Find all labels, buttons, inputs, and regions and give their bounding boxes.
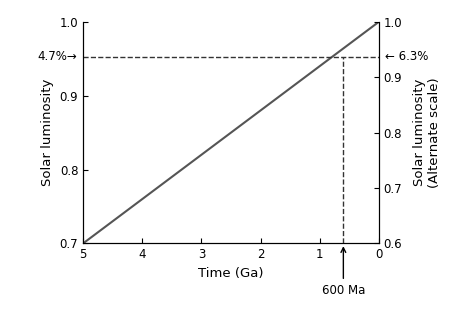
Text: 600 Ma: 600 Ma	[322, 248, 365, 297]
Y-axis label: Solar luminosity: Solar luminosity	[41, 79, 54, 186]
Y-axis label: Solar luminosity
(Alternate scale): Solar luminosity (Alternate scale)	[413, 77, 441, 188]
Text: 4.7%→: 4.7%→	[37, 50, 77, 63]
Text: ← 6.3%: ← 6.3%	[385, 50, 428, 63]
X-axis label: Time (Ga): Time (Ga)	[198, 267, 264, 280]
